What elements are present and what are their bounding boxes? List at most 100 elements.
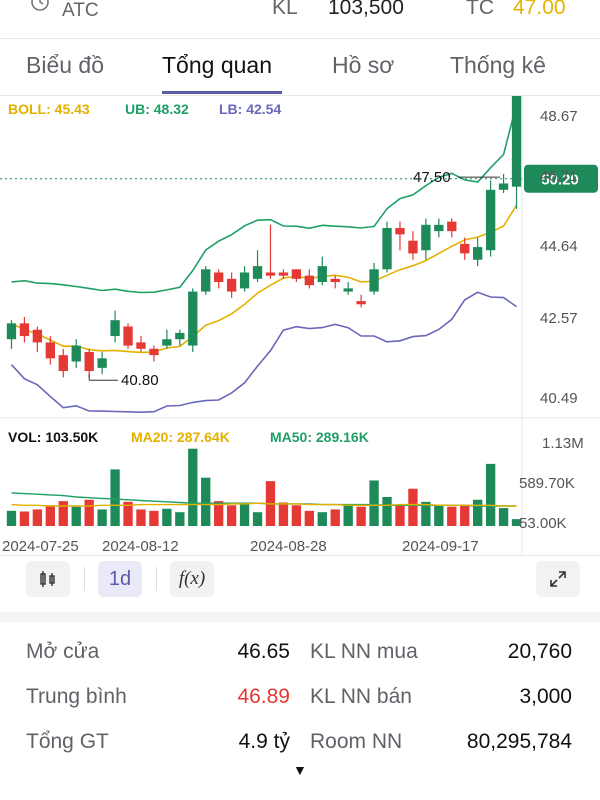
quote-header: ATC KL 103,500 TC 47.00 [0,0,600,30]
foreign-sell-label: KL NN bán [310,685,412,708]
candle-body [317,266,327,283]
volume-bar [252,512,263,526]
volume-bar [226,505,237,526]
candle-body [434,224,444,232]
boll-indicator: BOLL: 45.43 [8,101,90,117]
price-axis-tick: 42.57 [540,310,578,327]
low-annotation-label: 40.80 [121,372,159,389]
candle-body [123,326,133,346]
volume-bar [330,509,340,526]
lower-band-indicator: LB: 42.54 [219,101,281,117]
candle-body [214,272,224,283]
upper-band-indicator: UB: 48.32 [125,101,189,117]
candle-body [252,266,263,279]
volume-axis-tick: 589.70K [519,475,575,492]
candle-body [97,358,107,368]
volume-bar [395,505,405,526]
candle-body [485,189,496,251]
candle-body [498,183,509,190]
volume-bar [447,506,457,526]
candle-body [511,96,522,187]
candle-body [188,291,198,346]
candle-body [395,227,405,235]
volume-value: 103,500 [328,0,404,19]
tab-profile[interactable]: Hồ sơ [332,52,395,78]
price-chart[interactable]: 1.13M 589.70K 53.00K 2024-07-25 2024-08-12 20… [0,96,600,556]
candle-body [45,342,55,359]
candle-body [421,224,431,251]
expand-icon-glyph [550,571,566,587]
clock-icon [31,0,49,11]
volume-bar [317,512,327,526]
price-axis-tick: 46.71 [540,168,578,185]
expand-more-caret-icon[interactable]: ▼ [293,762,307,778]
candle-body [265,272,276,276]
volume-bar [278,502,289,526]
tab-statistics[interactable]: Thống kê [450,52,546,78]
tab-overview[interactable]: Tổng quan [162,52,272,78]
volume-bar [84,499,94,526]
volume-bar [239,502,250,526]
volume-bar [201,477,211,526]
candle-body [369,269,379,292]
average-label: Trung bình [26,685,127,708]
volume-bar [434,505,444,526]
candle-body [343,288,353,292]
total-value-label: Tổng GT [26,730,109,753]
date-axis-tick: 2024-09-17 [402,538,479,555]
candle-body [460,243,470,254]
candle-body [71,345,81,362]
volume-ma20-indicator: MA20: 287.64K [131,429,230,445]
volume-axis-tick: 53.00K [519,515,567,532]
volume-bar [45,505,55,526]
tab-chart[interactable]: Biểu đồ [26,52,105,78]
candle-body [226,278,237,292]
candle-body [473,247,483,260]
candle-body [58,355,68,372]
volume-axis-tick: 1.13M [542,435,584,452]
candle-body [330,278,340,283]
candle-body [291,269,302,279]
timeframe-button[interactable]: 1d [98,561,142,597]
volume-bar [382,497,392,526]
volume-bar [421,501,431,526]
volume-bar [304,510,314,526]
volume-bar [460,504,470,526]
reference-price-label: TC [466,0,494,19]
candle-body [447,221,457,232]
volume-bar [356,506,366,526]
foreign-sell-value: 3,000 [519,685,572,708]
volume-bar [511,519,522,526]
reference-price-value: 47.00 [513,0,566,19]
candlestick-icon[interactable] [26,561,70,597]
current-price-value: 50.20 [541,172,579,189]
candle-body [408,240,418,254]
price-axis-tick: 40.49 [540,390,578,407]
foreign-buy-value: 20,760 [507,640,572,663]
function-button[interactable]: f(x) [170,561,214,597]
volume-bar [369,480,379,526]
divider [0,95,600,96]
expand-icon[interactable] [536,561,580,597]
candlestick-icon-glyph [40,571,55,587]
price-axis-tick: 44.64 [540,238,578,255]
volume-bar [162,508,172,526]
candle-body [110,320,120,337]
current-price-tag [524,164,598,193]
volume-bar [498,508,509,526]
volume-bar [97,509,107,526]
total-value: 4.9 tỷ [238,730,290,753]
volume-bar [175,512,185,526]
foreign-room-label: Room NN [310,730,403,753]
volume-bar [6,510,17,526]
section-gap [0,612,600,622]
middle-band-line [11,204,518,354]
open-label: Mở cửa [26,640,100,663]
volume-bar [188,448,198,526]
volume-bar [19,511,30,526]
candle-body [201,269,211,292]
divider [0,555,600,556]
upper-band-line [11,103,518,294]
volume-bar [149,510,159,526]
volume-bar [110,469,120,526]
